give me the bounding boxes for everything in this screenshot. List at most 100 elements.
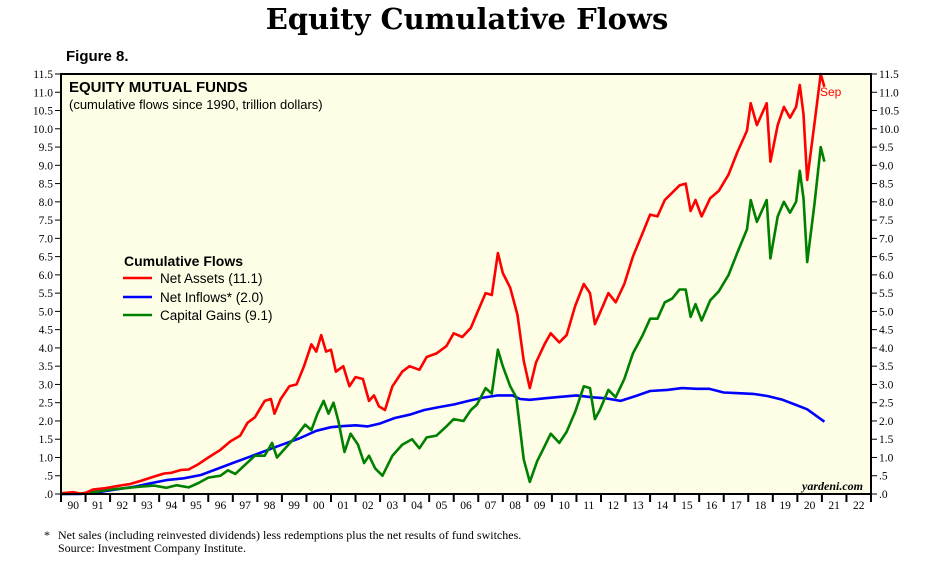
x-tick-label: 06 — [460, 500, 472, 512]
y-tick-label-left: 5.5 — [39, 288, 54, 300]
x-tick-label: 03 — [387, 500, 399, 512]
y-tick-label-left: 9.5 — [39, 142, 54, 154]
y-tick-label-right: 9.0 — [879, 160, 894, 172]
y-axis-right: .0 .5 1.0 1.5 2.0 2.5 3.0 3.5 4.0 4.5 5.0 5.5 6.0 6.5… — [871, 69, 899, 501]
legend-title: Cumulative Flows — [124, 253, 243, 269]
y-tick-label-right: 3.0 — [879, 379, 894, 391]
footnote-block: * Net sales (including reinvested dividen… — [44, 529, 521, 555]
legend-label-capital-gains: Capital Gains (9.1) — [160, 308, 273, 323]
y-tick-label-left: 2.0 — [39, 416, 54, 428]
chart-title: EQUITY MUTUAL FUNDS — [69, 79, 248, 96]
y-tick-label-right: 2.5 — [879, 398, 894, 410]
x-tick-label: 14 — [657, 500, 669, 512]
y-tick-label-right: 7.5 — [879, 215, 894, 227]
x-tick-label: 97 — [239, 500, 251, 512]
y-tick-label-right: 4.5 — [879, 325, 894, 337]
x-tick-label: 21 — [828, 500, 840, 512]
legend-label-net-assets: Net Assets (11.1) — [160, 271, 263, 286]
plot-frame — [60, 73, 872, 495]
series-line-net-inflows — [61, 386, 826, 496]
y-axis-left: .0 .5 1.0 1.5 2.0 2.5 3.0 3.5 4.0 4.5 5.0 5.5 6.0 6.5… — [33, 69, 61, 501]
x-tick-label: 91 — [92, 500, 104, 512]
y-tick-label-right: 10.0 — [879, 124, 899, 136]
legend-label-net-inflows: Net Inflows* (2.0) — [160, 290, 264, 305]
y-tick-label-left: 7.0 — [39, 233, 54, 245]
page-title: Equity Cumulative Flows — [265, 2, 669, 36]
footnote-marker: * — [44, 528, 50, 542]
x-tick-label: 90 — [68, 500, 80, 512]
y-tick-label-right: 8.0 — [879, 197, 894, 209]
y-tick-label-left: 1.5 — [39, 434, 54, 446]
y-tick-label-right: 6.5 — [879, 252, 894, 264]
x-tick-label: 00 — [313, 500, 325, 512]
y-tick-label-left: 2.5 — [39, 398, 54, 410]
y-tick-label-right: 7.0 — [879, 233, 894, 245]
y-tick-label-left: 11.5 — [33, 69, 53, 81]
x-tick-label: 08 — [509, 500, 521, 512]
x-tick-label: 96 — [215, 500, 227, 512]
y-tick-label-left: 4.0 — [39, 343, 54, 355]
y-tick-label-right: .5 — [879, 471, 888, 483]
y-tick-label-right: 6.0 — [879, 270, 894, 282]
series-line-net-assets — [60, 72, 826, 495]
x-tick-label: 01 — [338, 500, 350, 512]
y-tick-label-right: 10.5 — [879, 106, 899, 118]
chart-subtitle: (cumulative flows since 1990, trillion d… — [69, 97, 323, 112]
x-tick-label: 19 — [779, 500, 791, 512]
y-tick-label-right: 11.5 — [879, 69, 899, 81]
x-tick-label: 99 — [288, 500, 300, 512]
y-tick-label-left: 6.0 — [39, 270, 54, 282]
y-tick-label-left: 4.5 — [39, 325, 54, 337]
y-tick-label-left: 8.5 — [39, 179, 54, 191]
y-tick-label-right: 9.5 — [879, 142, 894, 154]
series-line-capital-gains — [60, 145, 826, 496]
y-tick-label-right: 8.5 — [879, 179, 894, 191]
y-tick-label-right: 3.5 — [879, 361, 894, 373]
x-tick-label: 12 — [608, 500, 620, 512]
x-tick-label: 92 — [117, 500, 129, 512]
x-tick-label: 16 — [706, 500, 718, 512]
y-tick-label-left: 10.0 — [33, 124, 53, 136]
x-axis: 90 91 92 93 94 95 96 97 98 99 00 01 02 03 04 05 06 07 08 09… — [60, 494, 872, 512]
y-tick-label-left: .5 — [44, 471, 53, 483]
y-tick-label-left: 5.0 — [39, 306, 54, 318]
x-tick-label: 05 — [436, 500, 448, 512]
y-tick-label-left: 3.0 — [39, 379, 54, 391]
x-tick-label: 07 — [485, 500, 497, 512]
x-tick-label: 95 — [190, 500, 202, 512]
x-tick-label: 02 — [362, 500, 374, 512]
x-tick-label: 93 — [141, 500, 153, 512]
y-tick-label-right: 1.0 — [879, 452, 894, 464]
y-tick-label-right: 11.0 — [879, 87, 899, 99]
plot-background — [61, 74, 871, 494]
y-tick-label-right: 1.5 — [879, 434, 894, 446]
y-tick-label-right: 5.5 — [879, 288, 894, 300]
y-tick-label-right: .0 — [879, 489, 888, 501]
y-tick-label-right: 5.0 — [879, 306, 894, 318]
y-tick-label-left: 9.0 — [39, 160, 54, 172]
x-tick-label: 18 — [755, 500, 767, 512]
y-tick-label-right: 2.0 — [879, 416, 894, 428]
x-tick-label: 17 — [730, 500, 742, 512]
y-tick-label-left: 11.0 — [33, 87, 53, 99]
x-tick-label: 94 — [166, 500, 178, 512]
y-tick-label-left: 3.5 — [39, 361, 54, 373]
y-tick-label-left: 8.0 — [39, 197, 54, 209]
watermark: yardeni.com — [800, 479, 863, 493]
y-tick-label-left: 7.5 — [39, 215, 54, 227]
source-text: Source: Investment Company Institute. — [58, 541, 246, 555]
y-tick-label-right: 4.0 — [879, 343, 894, 355]
y-tick-label-left: 1.0 — [39, 452, 54, 464]
x-tick-label: 20 — [804, 500, 816, 512]
x-tick-label: 15 — [681, 500, 693, 512]
x-tick-label: 10 — [558, 500, 570, 512]
x-tick-label: 04 — [411, 500, 423, 512]
x-tick-label: 13 — [632, 500, 644, 512]
y-tick-label-left: 10.5 — [33, 106, 53, 118]
x-tick-label: 11 — [583, 500, 594, 512]
x-tick-label: 09 — [534, 500, 546, 512]
x-tick-label: 22 — [853, 500, 865, 512]
y-tick-label-left: 6.5 — [39, 252, 54, 264]
y-tick-label-left: .0 — [44, 489, 53, 501]
